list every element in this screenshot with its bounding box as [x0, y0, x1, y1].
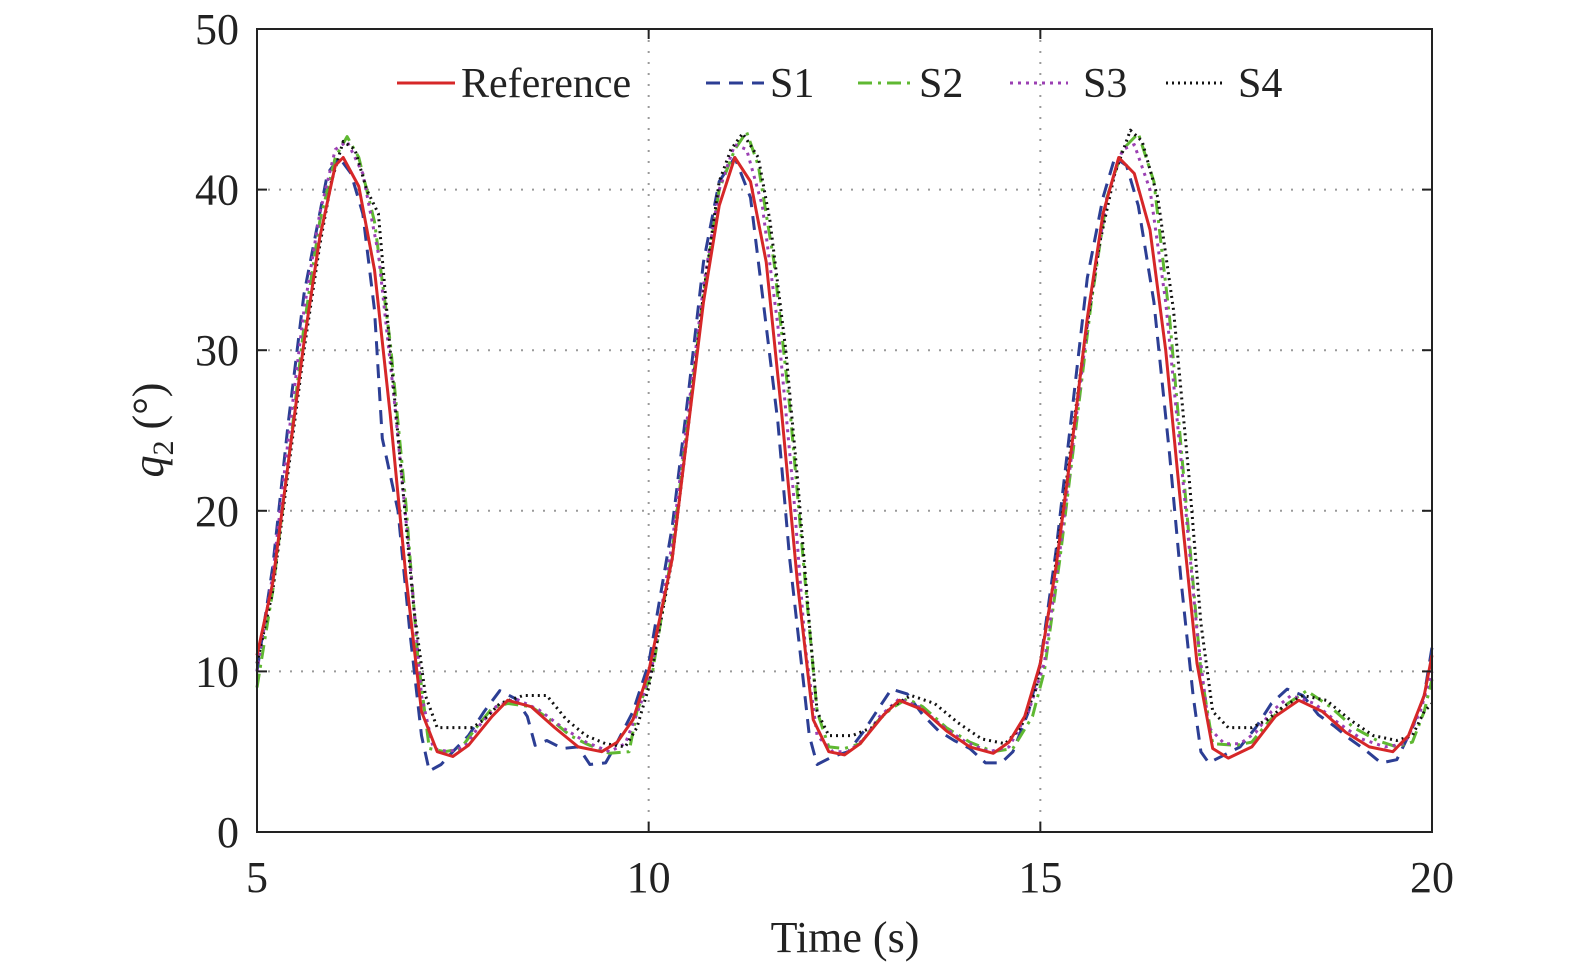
x-tick-label: 20 [1410, 853, 1454, 902]
y-tick-labels: 0 10 20 30 40 50 [195, 5, 239, 857]
legend: Reference S1 S2 S3 S4 [397, 61, 1282, 107]
plot-frame [256, 28, 1433, 833]
y-tick-label: 20 [195, 487, 239, 536]
y-tick-label: 10 [195, 647, 239, 696]
y-axis-label-unit: (°) [124, 383, 173, 441]
y-tick-label: 0 [217, 808, 239, 857]
legend-item-s2: S2 [858, 61, 963, 107]
legend-label: Reference [461, 61, 631, 107]
legend-label: S3 [1083, 61, 1127, 107]
legend-item-reference: Reference [397, 61, 631, 107]
grid-lines [257, 29, 1432, 832]
y-tick-label: 40 [195, 166, 239, 215]
axis-ticks [256, 28, 1433, 833]
legend-label: S1 [770, 61, 814, 107]
series-line-reference [255, 156, 1434, 760]
series-line-s4 [255, 128, 1434, 749]
x-tick-labels: 5 10 15 20 [246, 853, 1454, 902]
y-tick-label: 50 [195, 5, 239, 54]
x-axis-label: Time (s) [771, 913, 920, 962]
series-line-s1 [255, 156, 1434, 773]
y-tick-label: 30 [195, 326, 239, 375]
legend-item-s1: S1 [706, 61, 814, 107]
x-tick-label: 5 [246, 853, 268, 902]
x-tick-label: 10 [627, 853, 671, 902]
series-line-s3 [255, 139, 1434, 754]
series-lines [255, 128, 1434, 773]
svg-text:q2 (°): q2 (°) [124, 383, 180, 478]
legend-item-s3: S3 [1010, 61, 1127, 107]
legend-label: S4 [1238, 61, 1282, 107]
legend-item-s4: S4 [1166, 61, 1282, 107]
x-tick-label: 15 [1018, 853, 1062, 902]
y-axis-label-subscript: 2 [147, 440, 180, 455]
series-line-s2 [255, 130, 1434, 755]
y-axis-label-symbol: q [124, 455, 173, 477]
legend-label: S2 [919, 61, 963, 107]
y-axis-label: q2 (°) [124, 383, 180, 478]
